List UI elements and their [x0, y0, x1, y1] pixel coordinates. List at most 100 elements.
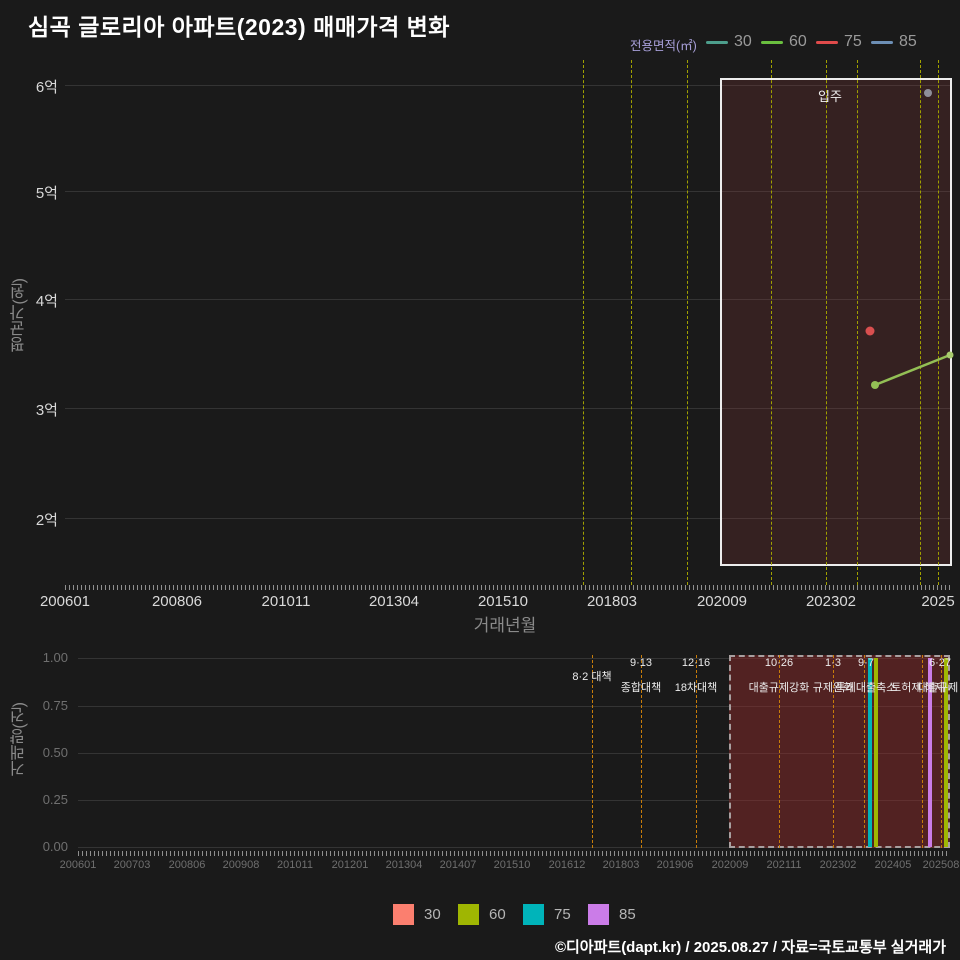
legend-line-60-icon	[761, 41, 783, 44]
gridline	[78, 753, 950, 754]
page-title: 심곡 글로리아 아파트(2023) 매매가격 변화	[28, 14, 450, 40]
x-axis	[78, 851, 950, 856]
gridline	[78, 847, 950, 848]
policy-line	[941, 655, 942, 848]
policy-annotation: 규제완화	[812, 682, 854, 694]
legend-label-75: 75	[844, 33, 862, 50]
legend-swatch-75-icon	[523, 904, 544, 925]
policy-line	[779, 655, 780, 848]
legend-swatch-30-icon	[393, 904, 414, 925]
legend-line-85-icon	[871, 41, 893, 44]
x-tick: 201612	[548, 859, 586, 871]
gridline	[65, 85, 950, 86]
x-tick: 200908	[222, 859, 260, 871]
x-tick: 201510	[477, 593, 529, 610]
y-axis-title: 거래량(건)	[11, 702, 28, 777]
policy-annotation: 특례대출축소	[835, 682, 897, 694]
x-tick: 201803	[602, 859, 640, 871]
y-tick: 1.00	[42, 650, 68, 665]
x-tick: 201304	[385, 859, 423, 871]
policy-annotation: 9·7	[858, 657, 874, 669]
series-85-point	[924, 89, 932, 97]
y-tick: 4억	[35, 293, 58, 310]
policy-line	[857, 60, 858, 585]
series-60-point	[946, 351, 954, 359]
highlight-recent-region	[729, 655, 950, 848]
policy-line	[641, 655, 642, 848]
x-tick: 202009	[696, 593, 748, 610]
gridline	[78, 658, 950, 659]
series-75-point	[865, 326, 875, 336]
x-tick: 201304	[368, 593, 420, 610]
policy-annotation: 9·13	[629, 657, 653, 669]
price-series-overlay	[865, 89, 954, 389]
policy-line	[920, 60, 921, 585]
policy-annotation: 1·3	[825, 657, 841, 669]
legend-swatch-60-icon	[458, 904, 479, 925]
y-tick: 2억	[35, 512, 58, 529]
x-tick: 201407	[439, 859, 477, 871]
x-tick: 202111	[766, 859, 802, 871]
policy-line	[938, 60, 939, 585]
x-tick: 202405	[874, 859, 912, 871]
series-60-line	[874, 353, 951, 387]
x-tick: 202009	[711, 859, 749, 871]
series-60-point	[871, 381, 879, 389]
y-tick: 5억	[35, 185, 58, 202]
y-tick: 3억	[35, 402, 58, 419]
gridline	[78, 800, 950, 801]
policy-line	[833, 655, 834, 848]
size-legend-title: 전용면적(㎡)	[630, 39, 697, 53]
volume-bar-85	[928, 658, 932, 847]
policy-annotation: 대출규제강화	[748, 682, 810, 694]
policy-annotation: 종합대책	[620, 682, 662, 694]
policy-line	[631, 60, 632, 585]
gridline	[78, 706, 950, 707]
legend-label-60: 60	[489, 906, 506, 923]
x-tick: 202508	[922, 859, 960, 871]
policy-annotation: 8·2 대책	[572, 671, 612, 683]
footer-credit: ©디아파트(dapt.kr) / 2025.08.27 / 자료=국토교통부 실…	[554, 939, 946, 956]
legend-label-60: 60	[789, 33, 807, 50]
y-tick: 6억	[35, 79, 58, 96]
x-tick: 201906	[656, 859, 694, 871]
policy-annotation: 대출규제	[917, 682, 959, 694]
volume-bar-60	[944, 658, 948, 847]
volume-bar-75	[868, 658, 872, 847]
x-tick: 201011	[261, 593, 311, 610]
x-tick: 202302	[805, 593, 857, 610]
x-tick: 200601	[59, 859, 97, 871]
policy-line	[592, 655, 593, 848]
x-axis-title: 거래년월	[473, 616, 537, 635]
policy-line	[696, 655, 697, 848]
x-tick: 2025	[921, 593, 955, 610]
legend-label-85: 85	[899, 33, 917, 50]
legend-swatch-85-icon	[588, 904, 609, 925]
x-tick: 201803	[586, 593, 638, 610]
gridline	[65, 518, 950, 519]
policy-annotation: 토허제 해제	[891, 682, 945, 694]
x-axis	[65, 585, 950, 590]
y-tick: 0.25	[42, 792, 68, 807]
x-tick: 201011	[277, 859, 313, 871]
x-tick: 202302	[819, 859, 857, 871]
y-tick: 0.00	[42, 839, 68, 854]
x-tick: 200806	[151, 593, 203, 610]
policy-annotation: 18차대책	[674, 682, 718, 694]
policy-line	[864, 655, 865, 848]
gridline	[65, 299, 950, 300]
y-tick: 0.75	[42, 698, 68, 713]
y-axis-title: 평균가(원)	[11, 278, 28, 353]
x-tick: 200806	[168, 859, 206, 871]
policy-annotation: 12·16	[681, 657, 711, 669]
gridline	[65, 191, 950, 192]
move-in-label: 입주	[818, 89, 842, 104]
x-tick: 200703	[113, 859, 151, 871]
volume-bar-60	[874, 658, 878, 847]
x-tick: 201201	[331, 859, 369, 871]
policy-line	[922, 655, 923, 848]
policy-line	[583, 60, 584, 585]
policy-annotation: 10·26	[764, 657, 794, 669]
legend-line-30-icon	[706, 41, 728, 44]
